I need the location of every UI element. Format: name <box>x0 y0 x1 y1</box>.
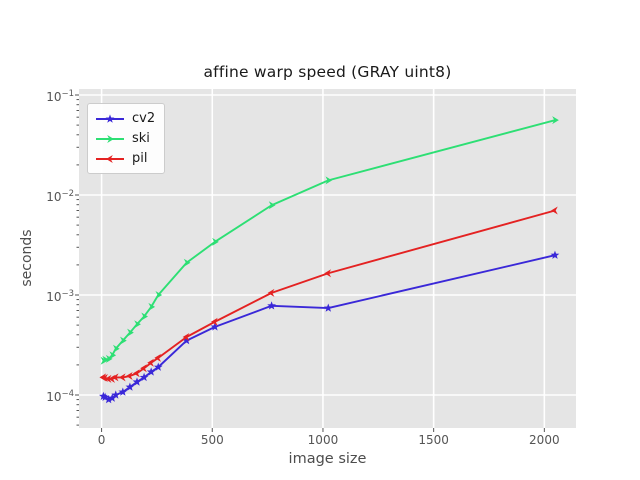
series-marker-pil <box>101 373 108 382</box>
series-marker-ski <box>105 354 113 363</box>
series-marker-cv2 <box>550 250 560 259</box>
legend-line-cv2 <box>96 113 124 123</box>
series-marker-cv2 <box>182 335 191 345</box>
series-marker-ski <box>109 351 117 360</box>
series-marker-ski <box>155 291 163 299</box>
y-tick-label: 10−2 <box>46 189 74 204</box>
series-marker-ski <box>183 258 191 267</box>
legend-line-pil <box>96 154 124 163</box>
series-marker-cv2 <box>104 394 114 404</box>
star-icon <box>105 113 115 123</box>
series-marker-ski <box>552 116 559 125</box>
series-marker-cv2 <box>100 392 110 401</box>
chart-title: affine warp speed (GRAY uint8) <box>203 63 452 81</box>
series-marker-pil <box>211 317 218 326</box>
x-tick-label: 1000 <box>307 433 339 447</box>
legend-item-pil: pil <box>95 149 155 168</box>
series-marker-cv2 <box>111 390 121 399</box>
x-tick-label: 2000 <box>529 433 560 447</box>
series-marker-pil <box>104 374 112 383</box>
series-marker-cv2 <box>118 387 128 396</box>
series-marker-ski <box>134 320 141 329</box>
series-marker-cv2 <box>210 322 220 331</box>
series-marker-pil <box>154 353 162 362</box>
series-marker-pil <box>126 371 133 380</box>
x-tick-label: 1500 <box>418 433 449 447</box>
x-axis-label: image size <box>288 451 367 467</box>
series-marker-pil <box>140 364 147 373</box>
x-tick-label: 500 <box>200 433 224 447</box>
series-marker-pil <box>267 288 275 297</box>
series-marker-cv2 <box>125 382 135 391</box>
y-tick-label: 10−3 <box>46 289 74 304</box>
legend: cv2 ski pil <box>87 103 166 174</box>
series-marker-pil <box>133 369 140 378</box>
series-marker-pil <box>118 373 126 382</box>
caret-right-icon <box>107 134 114 143</box>
series-marker-pil <box>111 373 119 382</box>
legend-label-cv2: cv2 <box>132 111 156 126</box>
caret-left-icon <box>106 154 113 163</box>
series-marker-ski <box>102 355 110 364</box>
legend-item-ski: ski <box>95 129 155 148</box>
y-tick-label: 10−1 <box>46 89 74 104</box>
series-marker-ski <box>148 302 156 311</box>
y-axis-label: seconds <box>19 229 35 287</box>
series-marker-ski <box>112 344 120 353</box>
series-line-ski <box>102 119 556 362</box>
series-marker-ski <box>120 336 127 345</box>
legend-item-cv2: cv2 <box>95 109 155 128</box>
series-marker-cv2 <box>139 372 149 382</box>
series-marker-ski <box>127 328 134 337</box>
series-marker-ski <box>268 201 276 210</box>
series-marker-pil <box>324 269 332 278</box>
legend-label-ski: ski <box>132 131 150 146</box>
y-tick-label: 10−4 <box>46 389 74 404</box>
legend-line-ski <box>96 134 124 143</box>
series-marker-cv2 <box>323 303 333 312</box>
series-marker-cv2 <box>132 377 142 386</box>
series-marker-cv2 <box>267 301 276 310</box>
series-marker-pil <box>182 333 190 342</box>
series-marker-ski <box>212 237 219 246</box>
x-tick-label: 0 <box>97 433 106 447</box>
series-marker-pil <box>147 358 154 367</box>
series-marker-ski <box>100 356 108 365</box>
series-marker-cv2 <box>146 367 156 376</box>
series-marker-cv2 <box>153 362 163 371</box>
series-marker-cv2 <box>107 393 117 402</box>
series-marker-ski <box>141 312 148 321</box>
series-marker-pil <box>551 206 558 215</box>
series-marker-ski <box>325 176 333 185</box>
legend-label-pil: pil <box>132 151 148 166</box>
